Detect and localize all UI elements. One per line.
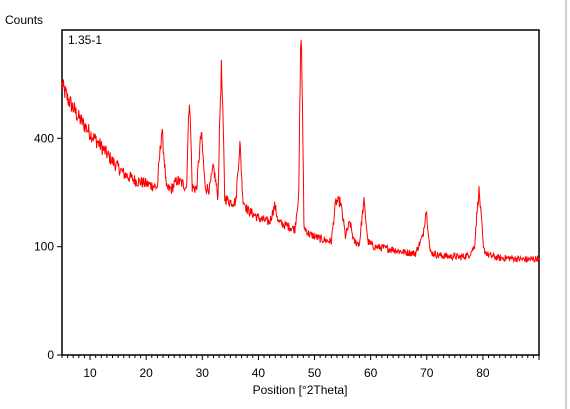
y-tick-label: 400 (34, 131, 54, 145)
sample-label: 1.35-1 (68, 33, 102, 47)
x-tick-label: 20 (139, 366, 153, 380)
x-tick-label: 30 (196, 366, 210, 380)
y-tick-label: 100 (34, 240, 54, 254)
x-tick-label: 10 (83, 366, 97, 380)
x-tick-label: 50 (308, 366, 322, 380)
x-tick-label: 60 (364, 366, 378, 380)
series-layer (61, 39, 540, 264)
y-axis-ticks: 0 100 400 (34, 131, 62, 362)
x-tick-label: 40 (252, 366, 266, 380)
y-tick-label: 0 (47, 348, 54, 362)
x-tick-label: 70 (420, 366, 434, 380)
x-tick-label: 80 (476, 366, 490, 380)
x-axis-ticks: 10 20 30 40 50 60 70 80 (61, 355, 540, 380)
y-axis-title: Counts (5, 13, 43, 27)
x-axis-title: Position [°2Theta] (253, 383, 348, 397)
diffraction-series-line (61, 39, 540, 264)
